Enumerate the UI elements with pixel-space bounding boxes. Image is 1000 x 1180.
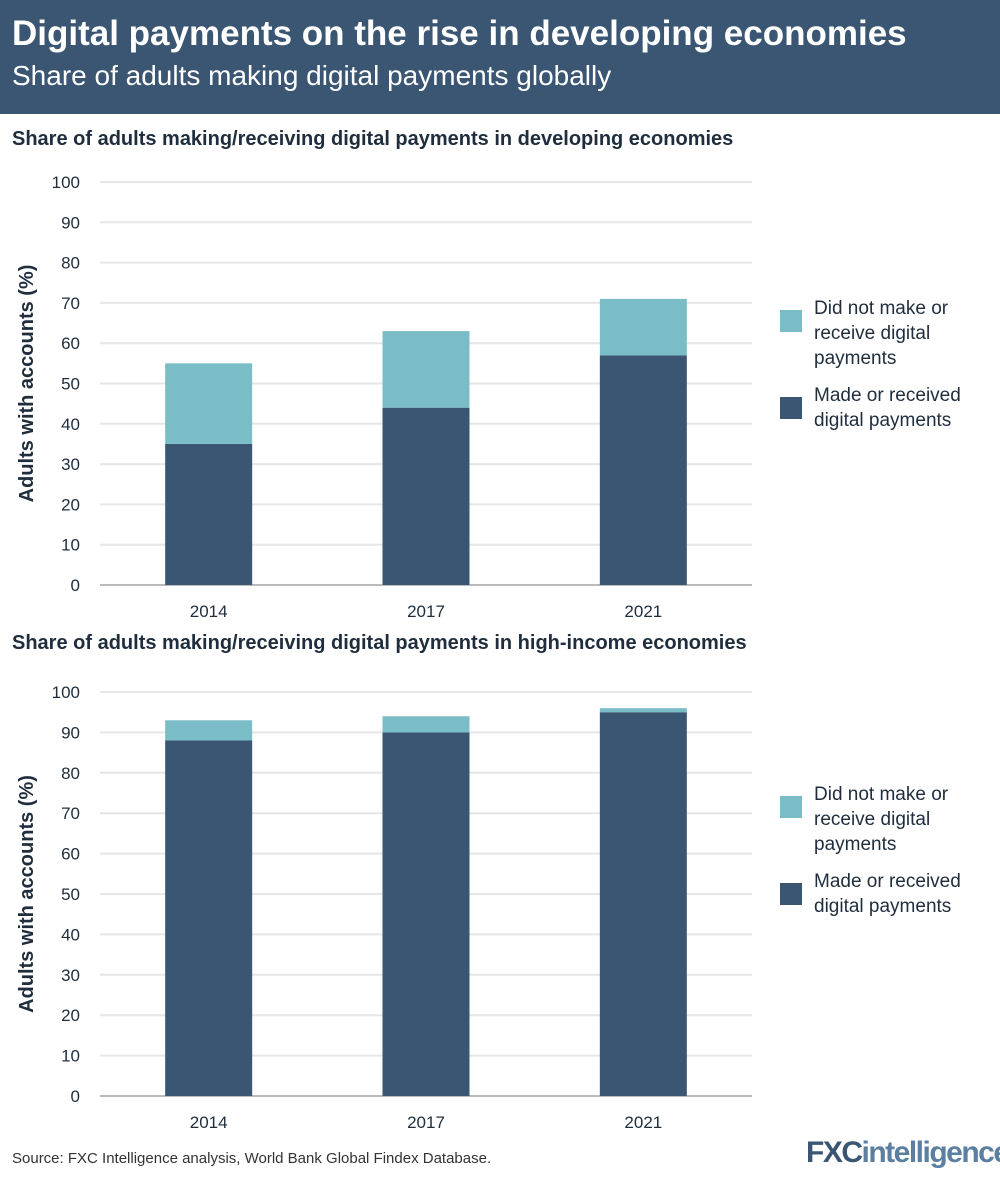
- y-tick-label: 90: [61, 723, 80, 742]
- y-tick-label: 0: [71, 576, 80, 595]
- legend-swatch: [780, 310, 802, 332]
- y-tick-label: 80: [61, 254, 80, 273]
- y-tick-label: 10: [61, 536, 80, 555]
- legend-swatch: [780, 796, 802, 818]
- y-tick-label: 0: [71, 1087, 80, 1106]
- bar-segment: [599, 712, 687, 1096]
- bar-segment: [382, 407, 470, 585]
- y-tick-label: 10: [61, 1047, 80, 1066]
- x-tick-label: 2017: [407, 602, 445, 620]
- y-tick-label: 70: [61, 294, 80, 313]
- legend-item-made: Made or received digital payments: [780, 869, 984, 919]
- y-tick-label: 50: [61, 375, 80, 394]
- legend-swatch: [780, 883, 802, 905]
- header: Digital payments on the rise in developi…: [0, 0, 1000, 114]
- y-tick-label: 50: [61, 885, 80, 904]
- y-tick-label: 100: [52, 173, 80, 192]
- bar-segment: [382, 732, 470, 1096]
- bar-segment: [599, 355, 687, 585]
- page-title: Digital payments on the rise in developi…: [12, 14, 907, 53]
- legend-item-not-made: Did not make or receive digital payments: [780, 782, 984, 857]
- bar-segment: [382, 716, 470, 733]
- bar-segment: [165, 720, 253, 741]
- y-axis-label: Adults with accounts (%): [16, 265, 38, 503]
- chart-title-developing: Share of adults making/receiving digital…: [12, 128, 734, 150]
- x-tick-label: 2021: [624, 602, 662, 620]
- chart-developing: 0 10 20 30 40 50 60 70 80 90 100 Adults with accoun…: [16, 173, 752, 620]
- source-note: Source: FXC Intelligence analysis, World…: [12, 1150, 492, 1167]
- bar-segment: [599, 708, 687, 713]
- legend-swatch: [780, 397, 802, 419]
- x-tick-label: 2017: [407, 1113, 445, 1132]
- y-tick-label: 100: [52, 683, 80, 702]
- bar-segment: [165, 740, 253, 1096]
- x-tick-label: 2021: [624, 1113, 662, 1132]
- bar-segment: [382, 331, 470, 408]
- y-tick-label: 80: [61, 764, 80, 783]
- fxc-logo: FXCintelligence™: [806, 1136, 1000, 1169]
- x-tick-label: 2014: [190, 1113, 228, 1132]
- y-tick-label: 20: [61, 1006, 80, 1025]
- bar-segment: [599, 298, 687, 356]
- y-tick-label: 40: [61, 415, 80, 434]
- chart-title-high-income: Share of adults making/receiving digital…: [12, 632, 747, 654]
- bar-segment: [165, 443, 253, 585]
- page-subtitle: Share of adults making digital payments …: [12, 60, 612, 91]
- bar-segment: [165, 363, 253, 444]
- y-tick-label: 90: [61, 213, 80, 232]
- legend-high-income: Did not make or receive digital payments…: [780, 782, 984, 931]
- y-tick-label: 30: [61, 966, 80, 985]
- y-tick-label: 20: [61, 495, 80, 514]
- legend-item-made: Made or received digital payments: [780, 383, 984, 433]
- y-tick-label: 60: [61, 334, 80, 353]
- y-axis-label: Adults with accounts (%): [16, 775, 38, 1013]
- legend-developing: Did not make or receive digital payments…: [780, 296, 984, 445]
- legend-item-not-made: Did not make or receive digital payments: [780, 296, 984, 371]
- y-tick-label: 30: [61, 455, 80, 474]
- y-tick-label: 40: [61, 925, 80, 944]
- y-tick-label: 60: [61, 845, 80, 864]
- x-tick-label: 2014: [190, 602, 228, 620]
- y-tick-label: 70: [61, 804, 80, 823]
